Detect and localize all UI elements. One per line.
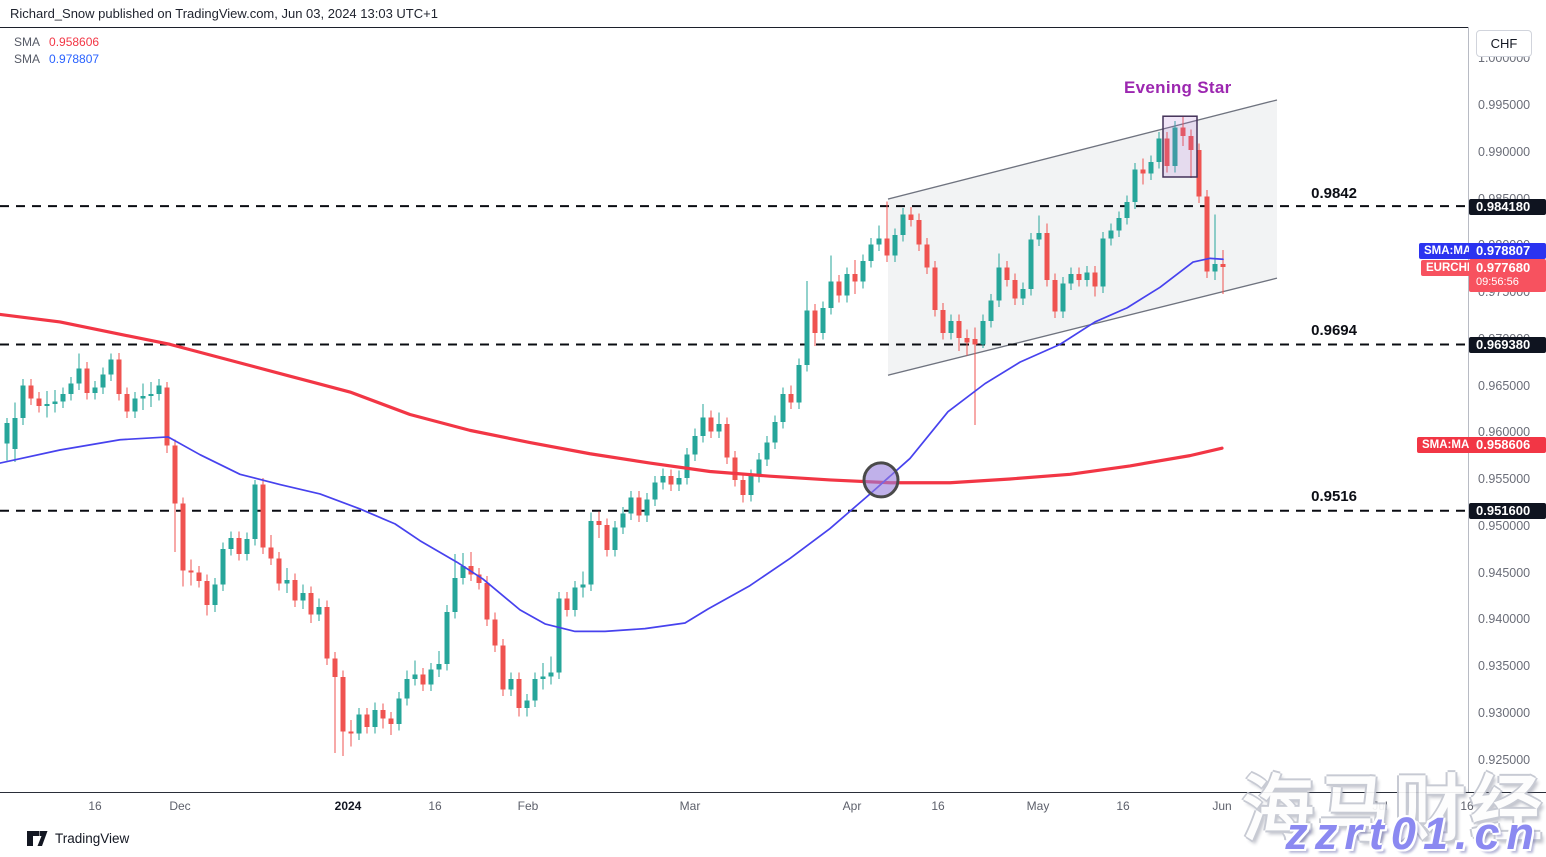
indicator-legend: SMA 0.958606 SMA 0.978807 <box>14 34 99 68</box>
price-axis-label: 0.950000 <box>1478 518 1531 533</box>
price-axis-label: 0.955000 <box>1478 472 1531 486</box>
price-badge-support: 0.951600 <box>1469 503 1546 519</box>
site-watermark-url: zzrt01.cn <box>1285 808 1541 857</box>
time-axis-label: Jul <box>1372 799 1388 813</box>
resistance-level-label: 0.9842 <box>1311 185 1357 202</box>
time-axis-label: 2024 <box>334 799 362 813</box>
sma-fast-label: SMA <box>14 52 41 66</box>
tradingview-brand-text: TradingView <box>55 831 130 846</box>
page-title: Richard_Snow published on TradingView.co… <box>10 6 438 21</box>
symbol-axis-tag: EURCHF <box>1421 260 1479 276</box>
legend-row-sma-slow[interactable]: SMA 0.958606 <box>14 34 99 51</box>
time-axis-label: Apr <box>842 799 862 813</box>
evening-star-annotation[interactable]: Evening Star <box>1124 78 1232 97</box>
price-badge-resistance: 0.984180 <box>1469 199 1546 215</box>
currency-toggle-button[interactable]: CHF <box>1476 30 1532 57</box>
time-axis[interactable]: 16 Dec 2024 16 Feb Mar Apr 16 May 16 Jun Jul 16 <box>0 793 1546 823</box>
price-badge-sma-slow: 0.958606 <box>1469 437 1546 453</box>
sma-fast-axis-tag: SMA:MA <box>1419 243 1477 259</box>
sma-slow-label: SMA <box>14 35 41 49</box>
price-axis-label: 0.995000 <box>1478 98 1531 112</box>
candles-layer <box>4 117 1226 756</box>
sma-slow-axis-tag: SMA:MA <box>1417 437 1475 453</box>
time-axis-label: Jun <box>1212 799 1232 813</box>
legend-row-sma-fast[interactable]: SMA 0.978807 <box>14 51 99 68</box>
price-axis-label: 0.965000 <box>1478 378 1531 393</box>
time-axis-label: Mar <box>679 799 701 813</box>
sma-crossover-highlight-circle[interactable] <box>862 461 900 499</box>
price-axis[interactable]: 1.0000000.9950000.9900000.9850000.980000… <box>1469 27 1546 822</box>
support-level-label: 0.9516 <box>1311 488 1357 505</box>
sma-fast-value: 0.978807 <box>49 52 100 66</box>
price-badge-mid-level: 0.969380 <box>1469 337 1546 353</box>
mid-level-label: 0.9694 <box>1311 322 1357 339</box>
time-axis-label: 16 <box>88 799 102 813</box>
time-axis-divider <box>0 792 1546 793</box>
tradingview-brand-link[interactable]: TradingView <box>27 831 129 846</box>
price-axis-label: 0.990000 <box>1478 144 1531 159</box>
last-price-value: 0.977680 <box>1476 260 1531 275</box>
sma-slow-line <box>0 312 1224 485</box>
time-axis-label: 16 <box>1116 799 1130 813</box>
sma-slow-value: 0.958606 <box>49 35 100 49</box>
price-badge-last: 0.977680 09:56:56 <box>1469 259 1546 292</box>
price-axis-label: 0.925000 <box>1478 752 1531 767</box>
bar-countdown-timer: 09:56:56 <box>1476 276 1519 288</box>
trend-channel[interactable] <box>887 99 1278 376</box>
price-axis-label: 0.940000 <box>1478 612 1531 627</box>
time-axis-label: 16 <box>931 799 945 813</box>
price-axis-label: 0.945000 <box>1478 565 1531 580</box>
price-badge-sma-fast: 0.978807 <box>1469 243 1546 259</box>
time-axis-label: Feb <box>517 799 539 813</box>
price-axis-label: 0.935000 <box>1478 659 1531 673</box>
evening-star-box[interactable] <box>1162 115 1198 178</box>
price-axis-separator <box>1468 27 1469 822</box>
time-axis-label: May <box>1026 799 1050 813</box>
sma-fast-line <box>0 257 1224 633</box>
price-axis-label: 0.930000 <box>1478 705 1531 720</box>
site-watermark-cjk: 海马财经 <box>1241 770 1546 850</box>
time-axis-label: Dec <box>169 799 191 813</box>
header-divider <box>0 27 1546 28</box>
horizontal-level-lines[interactable] <box>0 205 1468 512</box>
time-axis-label: 16 <box>428 799 442 813</box>
tradingview-logo-icon <box>27 831 48 846</box>
time-axis-label: 16 <box>1460 799 1474 813</box>
price-axis-label: 0.960000 <box>1478 425 1531 440</box>
